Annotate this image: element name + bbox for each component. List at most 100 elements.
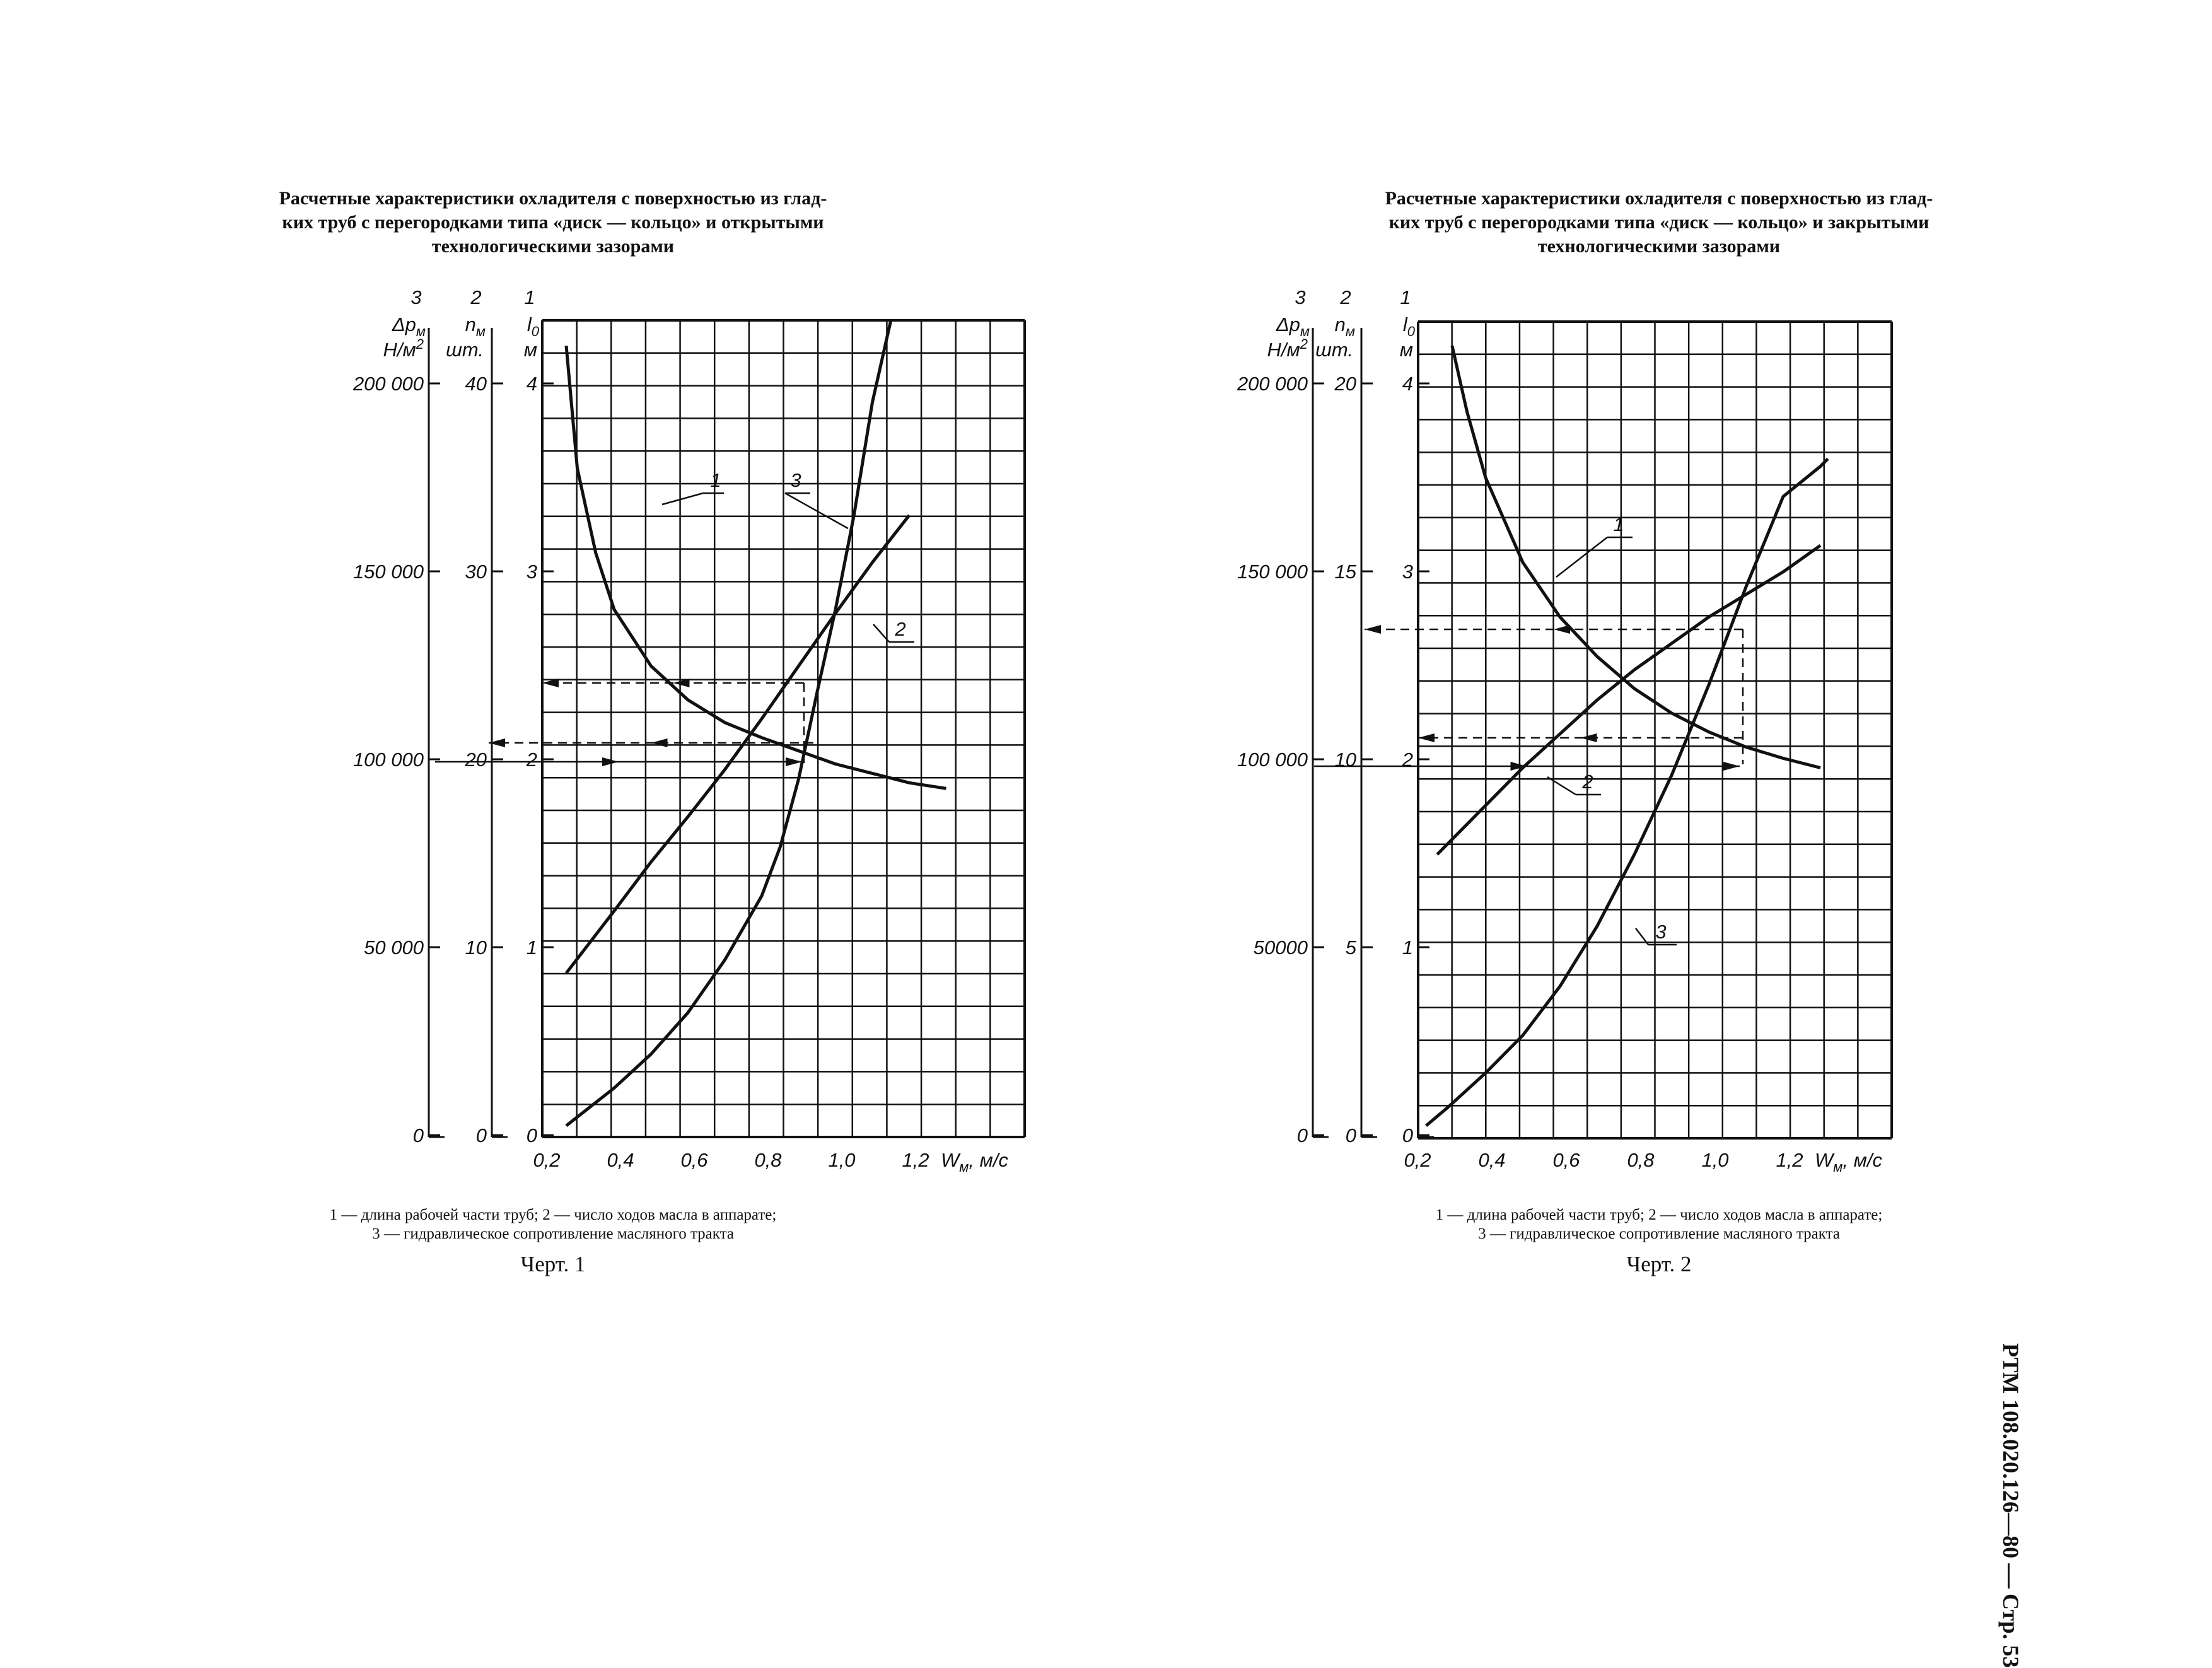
reading-arrow-head xyxy=(1418,733,1435,742)
reading-arrow-head xyxy=(542,679,559,687)
y-tick-label: 150 000 xyxy=(1237,561,1308,583)
chart-panel-1: Расчетные характеристики охладителя с по… xyxy=(0,0,1106,1565)
chart-caption: Черт. 1 xyxy=(520,1252,586,1276)
axis-header-symbol: l0 xyxy=(1403,313,1416,339)
axis-header-symbol: nм xyxy=(1335,313,1355,339)
axis-header-symbol: Δpм xyxy=(392,313,426,339)
x-tick-label: 0,2 xyxy=(533,1149,560,1171)
y-tick-label: 0 xyxy=(413,1124,424,1146)
curve-label-leader xyxy=(661,492,704,506)
y-tick-label: 2 xyxy=(526,749,537,771)
curve-label-leader xyxy=(1635,928,1649,945)
series-line-1 xyxy=(1450,345,1821,769)
curve-label: 3 xyxy=(1655,921,1666,943)
axis-header-unit: Н/м2 xyxy=(1267,336,1308,361)
series-line-3 xyxy=(1424,457,1829,1128)
y-tick-label: 1 xyxy=(527,936,537,959)
y-tick-label: 150 000 xyxy=(353,561,424,583)
y-tick-label: 4 xyxy=(527,373,537,395)
curve-label-leader xyxy=(1547,776,1576,796)
reading-arrow-head xyxy=(1510,762,1527,771)
x-tick-label: 1,2 xyxy=(1776,1149,1803,1171)
chart-legend: 1 — длина рабочей части труб; 2 — число … xyxy=(1106,1206,2212,1244)
reading-arrow-head xyxy=(651,738,668,747)
y-tick-label: 100 000 xyxy=(353,749,424,771)
y-tick-label: 20 xyxy=(1334,373,1356,395)
y-tick-label: 10 xyxy=(465,936,487,959)
x-tick-label: 0,4 xyxy=(607,1149,634,1171)
y-tick-label: 0 xyxy=(476,1124,487,1146)
axis-header-number: 3 xyxy=(1295,286,1305,308)
axis-header-symbol: l0 xyxy=(527,313,540,339)
axis-header-unit: шт. xyxy=(1315,339,1353,361)
document-number: РТМ 108.020.126—80 xyxy=(1998,1343,2023,1558)
reading-arrow-head xyxy=(673,679,690,687)
curve-label: 1 xyxy=(1613,513,1624,535)
chart-title-line: ких труб с перегородками типа «диск — ко… xyxy=(282,212,824,233)
curve-label: 1 xyxy=(710,469,721,491)
chart-title: Расчетные характеристики охладителя с по… xyxy=(0,187,1106,259)
curve-label-leader xyxy=(873,624,890,643)
axis-header-unit: Н/м2 xyxy=(383,336,424,361)
page-stamp: РТМ 108.020.126—80 Стр. 53 xyxy=(1998,1343,2024,1668)
legend-line: 3 — гидравлическое сопротивление масляно… xyxy=(372,1225,734,1242)
reading-arrow-head xyxy=(1723,762,1740,771)
x-tick-label: 0,6 xyxy=(1552,1149,1580,1171)
reading-arrow-head xyxy=(1365,625,1381,634)
y-tick-label: 30 xyxy=(465,561,487,583)
y-tick-label: 2 xyxy=(1402,749,1413,771)
legend-line: 1 — длина рабочей части труб; 2 — число … xyxy=(329,1206,777,1223)
x-tick-label: 1,2 xyxy=(902,1149,929,1171)
curve-label: 3 xyxy=(790,469,801,491)
y-tick-label: 50000 xyxy=(1254,936,1308,959)
curve-label-leader xyxy=(784,492,849,530)
chart-title-line: технологическими зазорами xyxy=(431,236,675,257)
legend-line: 3 — гидравлическое сопротивление масляно… xyxy=(1478,1225,1840,1242)
y-tick-label: 3 xyxy=(527,561,537,583)
y-tick-label: 40 xyxy=(465,373,487,395)
y-tick-label: 0 xyxy=(1402,1124,1413,1146)
x-tick-label: 0,6 xyxy=(680,1149,708,1171)
axis-header-unit: м xyxy=(524,339,537,361)
axis-header-number: 3 xyxy=(410,286,421,308)
legend-line: 1 — длина рабочей части труб; 2 — число … xyxy=(1435,1206,1883,1223)
y-tick-label: 200 000 xyxy=(352,373,424,395)
reading-arrow-head xyxy=(489,738,505,747)
reading-arrow-head xyxy=(602,757,619,766)
x-axis-label: Wм, м/с xyxy=(941,1149,1008,1175)
x-tick-label: 0,2 xyxy=(1404,1149,1431,1171)
curve-label: 2 xyxy=(894,618,905,640)
chart-title-line: ких труб с перегородками типа «диск — ко… xyxy=(1388,212,1930,233)
axis-header-symbol: nм xyxy=(465,313,486,339)
y-tick-label: 0 xyxy=(527,1124,537,1146)
page-number: Стр. 53 xyxy=(1998,1593,2023,1668)
chart-caption: Черт. 2 xyxy=(1626,1252,1692,1276)
x-tick-label: 0,8 xyxy=(1627,1149,1655,1171)
series-line-1 xyxy=(564,346,946,790)
curve-label: 2 xyxy=(1581,771,1593,793)
reading-arrow-head xyxy=(1554,625,1570,634)
chart-panel-2: Расчетные характеристики охладителя с по… xyxy=(1106,0,2212,1565)
x-tick-label: 0,4 xyxy=(1478,1149,1505,1171)
y-tick-label: 0 xyxy=(1346,1124,1356,1146)
reading-arrow-head xyxy=(1580,733,1597,742)
axis-header-number: 2 xyxy=(470,286,481,308)
y-tick-label: 10 xyxy=(1335,749,1356,771)
axis-header-unit: шт. xyxy=(446,339,484,361)
chart-title-line: Расчетные характеристики охладителя с по… xyxy=(1385,188,1933,209)
y-tick-label: 15 xyxy=(1335,561,1357,583)
x-tick-label: 0,8 xyxy=(754,1149,782,1171)
x-tick-label: 1,0 xyxy=(828,1149,855,1171)
chart-title: Расчетные характеристики охладителя с по… xyxy=(1106,187,2212,259)
y-tick-label: 4 xyxy=(1402,373,1413,395)
y-tick-label: 5 xyxy=(1346,936,1357,959)
y-tick-label: 1 xyxy=(1402,936,1413,959)
y-tick-label: 200 000 xyxy=(1237,373,1308,395)
x-tick-label: 1,0 xyxy=(1701,1149,1728,1171)
y-tick-label: 50 000 xyxy=(364,936,424,959)
curve-label-leader xyxy=(1556,537,1608,578)
series-line-3 xyxy=(565,320,893,1128)
axis-header-number: 2 xyxy=(1339,286,1351,308)
chart-title-line: Расчетные характеристики охладителя с по… xyxy=(279,188,827,209)
